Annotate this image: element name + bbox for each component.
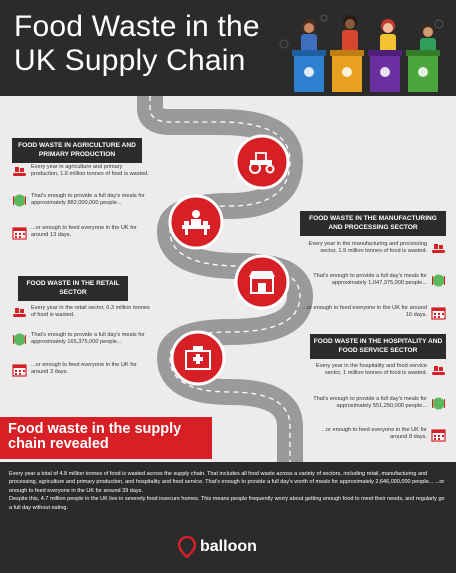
calendar-icon: [431, 307, 446, 320]
fact-text: Every year in agriculture and primary pr…: [31, 164, 149, 178]
fact-hospitality-meals: That's enough to provide a full day's me…: [310, 396, 446, 411]
shop-icon: [249, 271, 275, 294]
fact-hospitality-days: ...or enough to feed everyone in the UK …: [310, 427, 446, 442]
footer-paragraph-1: Every year a total of 4.8 million tonnes…: [9, 471, 445, 494]
sector-title-agriculture: FOOD WASTE IN AGRICULTURE AND PRIMARY PR…: [12, 138, 142, 163]
fact-text: ...or enough to feed everyone in the UK …: [31, 362, 137, 376]
sector-title-retail: FOOD WASTE IN THE RETAIL SECTOR: [18, 276, 128, 301]
fact-manufacturing-meals: That's enough to provide a full day's me…: [300, 273, 446, 288]
fact-agriculture-meals: That's enough to provide a full day's me…: [12, 193, 150, 208]
sector-title-manufacturing: FOOD WASTE IN THE MANUFACTURING AND PROC…: [300, 211, 446, 236]
calendar-icon: [431, 429, 446, 442]
conveyor-icon: [13, 167, 26, 176]
fact-text: ...or enough to feed everyone in the UK …: [321, 427, 427, 441]
header: Food Waste in the UK Supply Chain: [0, 0, 456, 96]
fact-text: That's enough to provide a full day's me…: [313, 273, 427, 287]
tractor-icon: [249, 152, 275, 174]
fact-manufacturing-tonnes: Every year in the manufacturing and proc…: [300, 241, 446, 256]
fact-retail-tonnes: Every year in the retail sector, 0.3 mil…: [12, 305, 152, 320]
fork-knife-icon: [432, 397, 445, 410]
balloon-logo: balloon: [178, 536, 257, 558]
fact-text: Every year in the manufacturing and proc…: [308, 241, 427, 255]
fact-text: Every year in the retail sector, 0.3 mil…: [31, 305, 150, 319]
balloon-pin-icon: [178, 536, 196, 558]
fact-retail-days: ...or enough to feed everyone in the UK …: [12, 362, 152, 377]
factory-worker-icon: [182, 210, 210, 235]
calendar-icon: [12, 227, 27, 240]
sector-title-hospitality: FOOD WASTE IN THE HOSPITALITY AND FOOD S…: [310, 334, 446, 359]
conveyor-icon: [432, 366, 445, 375]
logo-text: balloon: [200, 538, 257, 555]
fact-text: That's enough to provide a full day's me…: [313, 396, 427, 410]
fork-knife-icon: [13, 333, 26, 346]
fork-knife-icon: [432, 274, 445, 287]
fact-text: That's enough to provide a full day's me…: [31, 332, 145, 346]
fact-text: ...or enough to feed everyone in the UK …: [302, 305, 427, 319]
conveyor-icon: [13, 308, 26, 317]
footer-paragraph-2: Despite this, 4.7 million people in the …: [9, 496, 445, 511]
hospital-icon: [185, 346, 211, 370]
fact-text: Every year in the hospitality and food s…: [315, 363, 427, 377]
calendar-icon: [12, 364, 27, 377]
fork-knife-icon: [13, 194, 26, 207]
fact-manufacturing-days: ...or enough to feed everyone in the UK …: [300, 305, 446, 320]
fact-agriculture-tonnes: Every year in agriculture and primary pr…: [12, 164, 150, 179]
fact-agriculture-days: ...or enough to feed everyone in the UK …: [12, 225, 150, 240]
fact-text: That's enough to provide a full day's me…: [31, 193, 145, 207]
supply-chain-banner: Food waste in the supply chain revealed: [0, 417, 212, 459]
fact-hospitality-tonnes: Every year in the hospitality and food s…: [310, 363, 446, 378]
footer-summary: Every year a total of 4.8 million tonnes…: [9, 470, 449, 512]
fact-retail-meals: That's enough to provide a full day's me…: [12, 332, 152, 347]
page-title: Food Waste in the UK Supply Chain: [14, 10, 260, 77]
conveyor-icon: [432, 244, 445, 253]
fact-text: ...or enough to feed everyone in the UK …: [31, 225, 137, 239]
footer: Every year a total of 4.8 million tonnes…: [0, 462, 456, 573]
recycling-people-illustration: [279, 14, 444, 92]
